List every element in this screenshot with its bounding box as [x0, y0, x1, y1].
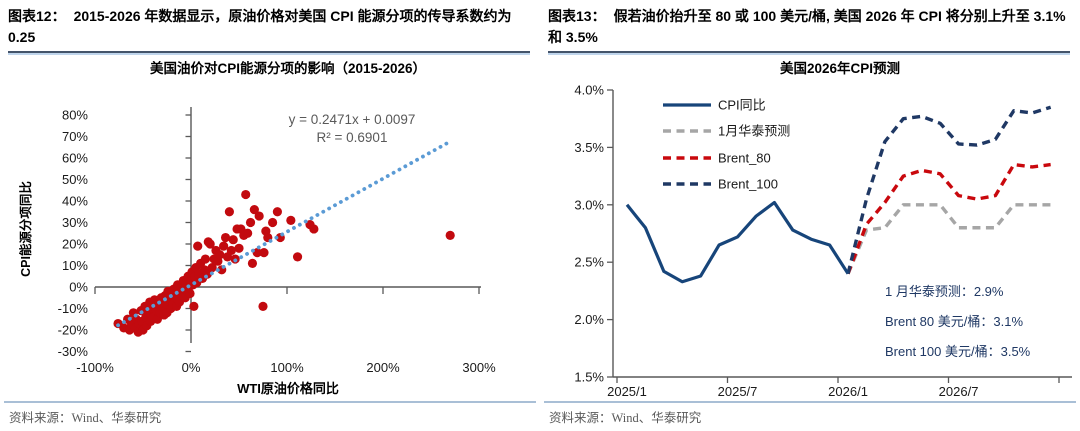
line-y-tick: 3.5% [574, 140, 604, 155]
legend-label-Brent_100: Brent_100 [718, 177, 778, 192]
scatter-point [226, 245, 236, 256]
scatter-y-tick: 40% [62, 194, 88, 209]
line-x-tick: 2025/1 [607, 384, 647, 399]
figure-13-caption: 假若油价抬升至 80 或 100 美元/桶, 美国 2026 年 CPI 将分别… [548, 8, 1066, 45]
scatter-point [219, 241, 229, 251]
scatter-r-squared: R² = 0.6901 [317, 130, 388, 145]
scatter-chart-svg: 美国油价对CPI能源分项的影响（2015-2026） 80% 70% 60% 50% 40… [18, 60, 496, 396]
scatter-equation: y = 0.2471x + 0.0097 [289, 112, 416, 127]
figure-13-title: 图表13： 假若油价抬升至 80 或 100 美元/桶, 美国 2026 年 CP… [548, 6, 1070, 48]
scatter-point [254, 211, 264, 221]
line-chart-svg: 美国2026年CPI预测4.0%3.5%3.0%2.5%2.0%1.5%2025… [574, 60, 1072, 399]
scatter-y-tick: 30% [62, 215, 88, 230]
trendline [116, 140, 451, 328]
scatter-point [205, 239, 215, 249]
scatter-point [292, 252, 303, 262]
line-x-tick: 2026/1 [828, 384, 868, 399]
forecast-annotation: Brent 100 美元/桶：3.5% [885, 344, 1031, 359]
figure-12-label: 图表12： [8, 8, 66, 24]
scatter-y-tick: 0% [69, 280, 88, 295]
series-1月华泰预测 [846, 203, 1051, 275]
figure-13-header: 图表13： 假若油价抬升至 80 或 100 美元/桶, 美国 2026 年 CP… [540, 0, 1080, 57]
line-chart-title: 美国2026年CPI预测 [780, 60, 900, 76]
scatter-point [252, 248, 262, 258]
scatter-point [309, 224, 319, 234]
figure-12-caption: 2015-2026 年数据显示，原油价格对美国 CPI 能源分项的传导系数约为 … [8, 8, 512, 45]
scatter-point [258, 301, 268, 311]
scatter-point [215, 250, 225, 260]
scatter-point [245, 217, 256, 228]
figure-12-panel: 图表12： 2015-2026 年数据显示，原油价格对美国 CPI 能源分项的传导… [0, 0, 540, 431]
header-rule-light [548, 53, 1070, 55]
line-chart: 美国2026年CPI预测 4.0% 3.5% 3.0% 2.5% 2.0% 1.5% 2025… [540, 57, 1080, 401]
scatter-x-tick: 100% [270, 360, 304, 375]
scatter-point [200, 254, 210, 264]
scatter-point [241, 189, 251, 200]
scatter-point [272, 207, 282, 217]
scatter-point [286, 215, 296, 225]
line-y-tick: 3.0% [574, 197, 604, 212]
scatter-point [268, 217, 278, 228]
header-rule-dark [548, 51, 1070, 53]
scatter-y-tick: -10% [58, 301, 89, 316]
figure-12-title: 图表12： 2015-2026 年数据显示，原油价格对美国 CPI 能源分项的传导… [8, 6, 530, 48]
scatter-point [193, 241, 203, 251]
figure-12-source: 资料来源：Wind、华泰研究 [4, 401, 536, 431]
scatter-y-tick: 80% [62, 108, 88, 123]
line-y-tick: 2.5% [574, 255, 604, 270]
line-y-tick: 4.0% [574, 83, 604, 98]
series-Brent_80 [846, 162, 1051, 275]
scatter-y-tick: 70% [62, 129, 88, 144]
figure-12-header: 图表12： 2015-2026 年数据显示，原油价格对美国 CPI 能源分项的传导… [0, 0, 540, 57]
scatter-point [247, 258, 258, 268]
series-Brent_100 [846, 105, 1052, 275]
scatter-y-tick: -30% [58, 344, 89, 359]
legend-label-1月华泰预测: 1月华泰预测 [718, 124, 790, 139]
scatter-point [189, 301, 199, 311]
line-x-tick: 2025/7 [718, 384, 758, 399]
legend-label-Brent_80: Brent_80 [718, 151, 771, 166]
scatter-y-tick: 60% [62, 151, 88, 166]
scatter-point [259, 248, 269, 258]
scatter-y-tick: -20% [58, 323, 89, 338]
scatter-x-tick: 0% [182, 360, 201, 375]
series-CPI同比 [625, 200, 850, 284]
forecast-annotation: 1 月华泰预测：2.9% [885, 284, 1004, 299]
scatter-point [228, 235, 238, 245]
scatter-point [234, 243, 244, 253]
scatter-x-tick: 200% [366, 360, 400, 375]
scatter-point [243, 228, 253, 238]
figure-13-label: 图表13： [548, 8, 606, 24]
scatter-chart: 美国油价对CPI能源分项的影响（2015-2026） 80% 70% 60% 50% 40… [0, 57, 540, 401]
figure-13-source: 资料来源：Wind、华泰研究 [544, 401, 1076, 431]
scatter-y-tick: 20% [62, 237, 88, 252]
scatter-point [445, 230, 455, 240]
header-rule-light [8, 53, 530, 55]
forecast-annotation: Brent 80 美元/桶：3.1% [885, 314, 1023, 329]
scatter-point [249, 205, 259, 215]
line-y-tick: 1.5% [574, 370, 604, 385]
scatter-xlabel: WTI原油价格同比 [237, 381, 339, 396]
header-rule-dark [8, 51, 530, 53]
figure-13-panel: 图表13： 假若油价抬升至 80 或 100 美元/桶, 美国 2026 年 CP… [540, 0, 1080, 431]
scatter-y-tick: 10% [62, 258, 88, 273]
scatter-point [224, 207, 234, 217]
scatter-y-tick: 50% [62, 172, 88, 187]
legend-label-CPI同比: CPI同比 [718, 98, 766, 113]
line-x-tick: 2026/7 [939, 384, 979, 399]
scatter-point [207, 263, 217, 273]
scatter-point [220, 232, 231, 243]
scatter-x-tick: -100% [76, 360, 114, 375]
scatter-x-tick: 300% [462, 360, 496, 375]
line-y-tick: 2.0% [574, 312, 604, 327]
scatter-ylabel: CPI能源分项同比 [18, 181, 33, 277]
scatter-point [185, 288, 195, 299]
scatter-title: 美国油价对CPI能源分项的影响（2015-2026） [150, 60, 426, 76]
